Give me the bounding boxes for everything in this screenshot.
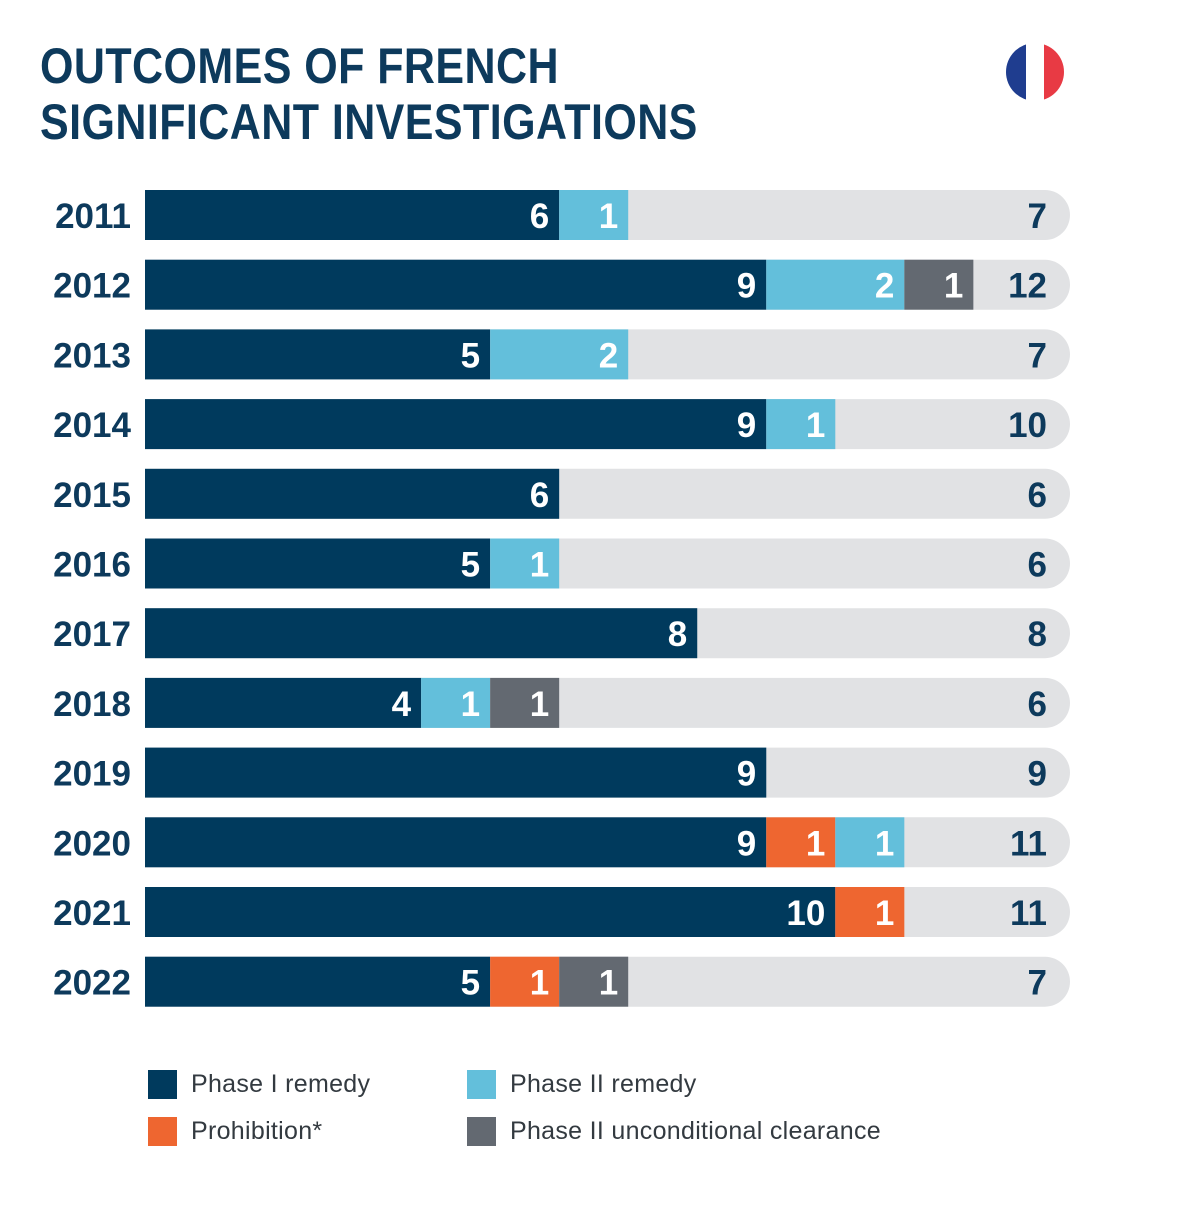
data-label-phase-ii-remedy-2020: 1 (875, 824, 894, 863)
data-label-phase-i-remedy-2022: 5 (461, 964, 480, 1003)
total-label-2018: 6 (1028, 685, 1047, 724)
total-label-2014: 10 (1008, 406, 1047, 445)
total-label-2021: 11 (1010, 894, 1047, 933)
year-label-2012: 2012 (53, 267, 131, 306)
legend-swatch-phase2-unconditional (467, 1117, 496, 1146)
year-label-2011: 2011 (55, 197, 131, 236)
year-label-2019: 2019 (53, 755, 131, 794)
bar-segment-prohibition-2021 (835, 887, 905, 937)
bar-segment-prohibition-2020 (766, 817, 836, 868)
bar-segment-phase-i-remedy-2018 (145, 677, 422, 728)
data-label-phase-i-remedy-2017: 8 (668, 615, 687, 654)
bar-segment-phase-i-remedy-2019 (145, 747, 767, 798)
total-label-2019: 9 (1028, 755, 1047, 794)
bar-segment-phase-ii-remedy-2011 (559, 190, 629, 240)
bar-segment-phase-i-remedy-2011 (145, 190, 560, 240)
data-label-phase-i-remedy-2011: 6 (530, 197, 549, 236)
data-label-prohibition-2021: 1 (875, 894, 894, 933)
bar-segment-phase-i-remedy-2022 (145, 956, 491, 1007)
legend-swatch-prohibition (148, 1117, 177, 1146)
total-label-2020: 11 (1010, 824, 1047, 863)
data-label-phase-ii-remedy-2011: 1 (599, 197, 618, 236)
french-flag-icon (1006, 43, 1064, 101)
year-label-2021: 2021 (53, 894, 131, 933)
data-label-prohibition-2020: 1 (806, 824, 825, 863)
data-label-phase-ii-unconditional-clearance-2018: 1 (530, 685, 549, 724)
legend-item-phase1-remedy: Phase I remedy (148, 1070, 370, 1099)
legend-label-phase2-remedy: Phase II remedy (510, 1070, 697, 1098)
data-label-phase-ii-remedy-2012: 2 (875, 267, 894, 306)
bar-segment-phase-ii-remedy-2018 (421, 677, 491, 728)
bar-segment-phase-i-remedy-2021 (145, 887, 836, 937)
bar-segment-phase-i-remedy-2017 (145, 608, 698, 659)
data-label-phase-i-remedy-2013: 5 (461, 336, 480, 375)
total-label-2022: 7 (1028, 964, 1047, 1003)
bar-segment-phase-ii-remedy-2014 (766, 399, 836, 450)
data-label-phase-ii-unconditional-clearance-2022: 1 (599, 964, 618, 1003)
legend-label-phase2-unconditional: Phase II unconditional clearance (510, 1117, 881, 1145)
bar-segment-phase-ii-remedy-2012 (766, 259, 905, 310)
legend-label-phase1-remedy: Phase I remedy (191, 1070, 371, 1098)
year-label-2015: 2015 (53, 476, 131, 515)
data-label-phase-ii-remedy-2014: 1 (806, 406, 825, 445)
legend-swatch-phase1-remedy (148, 1070, 177, 1099)
legend-item-prohibition: Prohibition* (148, 1117, 322, 1146)
total-label-2012: 12 (1008, 267, 1047, 306)
total-label-2017: 8 (1028, 615, 1047, 654)
flag-red-stripe (1044, 43, 1064, 101)
chart-title-line-1: OUTCOMES OF FRENCH (40, 38, 559, 94)
year-label-2022: 2022 (53, 964, 131, 1003)
bar-segment-phase-ii-unconditional-clearance-2022 (559, 956, 629, 1007)
year-label-2014: 2014 (53, 406, 131, 445)
data-label-phase-i-remedy-2019: 9 (737, 755, 756, 794)
year-label-2016: 2016 (53, 546, 131, 585)
data-label-phase-ii-remedy-2013: 2 (599, 336, 618, 375)
bar-segment-phase-i-remedy-2014 (145, 399, 767, 450)
legend-item-phase2-unconditional: Phase II unconditional clearance (467, 1117, 881, 1146)
bar-segment-phase-ii-remedy-2020 (835, 817, 905, 868)
data-label-phase-i-remedy-2021: 10 (786, 894, 825, 933)
data-label-phase-i-remedy-2018: 4 (392, 685, 412, 724)
year-label-2020: 2020 (53, 824, 131, 863)
year-label-2017: 2017 (53, 615, 131, 654)
legend-swatch-phase2-remedy (467, 1070, 496, 1099)
legend-label-prohibition: Prohibition* (191, 1117, 323, 1145)
total-label-2015: 6 (1028, 476, 1047, 515)
bar-segment-phase-i-remedy-2013 (145, 329, 491, 380)
data-label-phase-ii-remedy-2016: 1 (530, 546, 549, 585)
bar-segment-phase-ii-unconditional-clearance-2018 (490, 677, 560, 728)
bar-segment-phase-i-remedy-2015 (145, 468, 560, 519)
data-label-phase-i-remedy-2015: 6 (530, 476, 549, 515)
chart-title: OUTCOMES OF FRENCH SIGNIFICANT INVESTIGA… (40, 38, 698, 150)
data-label-phase-i-remedy-2014: 9 (737, 406, 756, 445)
bar-segment-phase-i-remedy-2012 (145, 259, 767, 310)
bar-segment-phase-ii-remedy-2013 (490, 329, 629, 380)
data-label-phase-ii-unconditional-clearance-2012: 1 (944, 267, 963, 306)
data-label-phase-i-remedy-2020: 9 (737, 824, 756, 863)
year-label-2013: 2013 (53, 336, 131, 375)
data-label-prohibition-2022: 1 (530, 964, 549, 1003)
data-label-phase-i-remedy-2012: 9 (737, 267, 756, 306)
bar-segment-phase-i-remedy-2016 (145, 538, 491, 589)
stacked-bar-chart: 2011 6 1 7 2012 9 2 1 12 2013 5 2 7 2014 9 1 10 2015 6 6 201… (53, 190, 1070, 1007)
bar-segment-phase-ii-unconditional-clearance-2012 (904, 259, 974, 310)
chart-legend: Phase I remedy Phase II remedy Prohibiti… (148, 1070, 1048, 1160)
bar-segment-phase-ii-remedy-2016 (490, 538, 560, 589)
legend-item-phase2-remedy: Phase II remedy (467, 1070, 697, 1099)
year-label-2018: 2018 (53, 685, 131, 724)
data-label-phase-ii-remedy-2018: 1 (461, 685, 480, 724)
flag-blue-stripe (1006, 43, 1026, 101)
flag-white-stripe (1026, 43, 1044, 101)
chart-title-line-2: SIGNIFICANT INVESTIGATIONS (40, 94, 698, 150)
total-label-2013: 7 (1028, 336, 1047, 375)
data-label-phase-i-remedy-2016: 5 (461, 546, 480, 585)
bar-segment-prohibition-2022 (490, 956, 560, 1007)
total-label-2011: 7 (1028, 197, 1047, 236)
total-label-2016: 6 (1028, 546, 1047, 585)
bar-segment-phase-i-remedy-2020 (145, 817, 767, 868)
